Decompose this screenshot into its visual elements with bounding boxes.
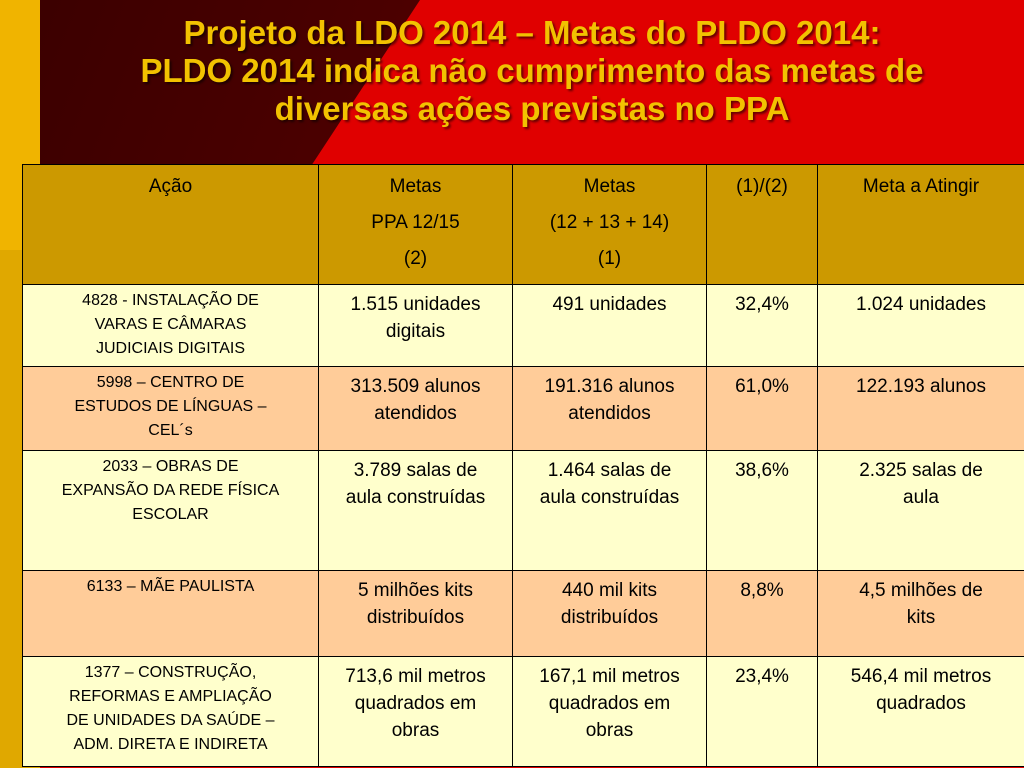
header-line: Meta a Atingir bbox=[862, 176, 980, 197]
cell-line: JUDICIAIS DIGITAIS bbox=[95, 340, 246, 357]
metas-table: Ação Metas PPA 12/15 (2) Metas (12 + 13 … bbox=[22, 164, 1024, 767]
header-meta-a-atingir: Meta a Atingir bbox=[817, 164, 1024, 285]
cell-line: ADM. DIRETA E INDIRETA bbox=[73, 736, 268, 753]
cell-metas-realizadas: 167,1 mil metros quadrados em obras bbox=[512, 656, 707, 767]
cell-line: 167,1 mil metros bbox=[539, 666, 680, 687]
cell-line: distribuídos bbox=[560, 607, 659, 628]
cell-line: 491 unidades bbox=[552, 294, 667, 315]
header-acao: Ação bbox=[22, 164, 319, 285]
cell-line: 5 milhões kits bbox=[357, 580, 474, 601]
header-line: (2) bbox=[403, 248, 428, 269]
cell-metas-realizadas: 191.316 alunos atendidos bbox=[512, 366, 707, 451]
cell-line: 3.789 salas de bbox=[353, 460, 478, 481]
cell-line: 1.024 unidades bbox=[856, 294, 986, 315]
cell-line: ESTUDOS DE LÍNGUAS – bbox=[74, 398, 267, 415]
title-line: diversas ações previstas no PPA bbox=[274, 90, 790, 127]
title-line: PLDO 2014 indica não cumprimento das met… bbox=[140, 52, 924, 89]
cell-line: atendidos bbox=[374, 403, 457, 424]
cell-percentual: 8,8% bbox=[706, 570, 818, 657]
table-row: 6133 – MÃE PAULISTA 5 milhões kits distr… bbox=[22, 570, 1024, 657]
cell-line: 2.325 salas de bbox=[859, 460, 983, 481]
header-percentual: (1)/(2) bbox=[706, 164, 818, 285]
cell-metas-ppa: 3.789 salas de aula construídas bbox=[318, 450, 513, 571]
cell-percentual: 61,0% bbox=[706, 366, 818, 451]
cell-line: 5998 – CENTRO DE bbox=[96, 374, 245, 391]
cell-line: CEL´s bbox=[148, 422, 193, 439]
cell-line: 313.509 alunos bbox=[350, 376, 481, 397]
cell-line: 1.464 salas de bbox=[547, 460, 672, 481]
header-metas-realizadas: Metas (12 + 13 + 14) (1) bbox=[512, 164, 707, 285]
cell-acao: 4828 - INSTALAÇÃO DE VARAS E CÂMARAS JUD… bbox=[22, 284, 319, 367]
cell-line: 23,4% bbox=[735, 666, 789, 687]
cell-acao: 6133 – MÃE PAULISTA bbox=[22, 570, 319, 657]
cell-line: 4828 - INSTALAÇÃO DE bbox=[82, 292, 259, 309]
cell-line: quadrados em bbox=[354, 693, 477, 714]
table-row: 1377 – CONSTRUÇÃO, REFORMAS E AMPLIAÇÃO … bbox=[22, 656, 1024, 767]
cell-metas-ppa: 1.515 unidades digitais bbox=[318, 284, 513, 367]
cell-line: atendidos bbox=[568, 403, 651, 424]
cell-metas-ppa: 713,6 mil metros quadrados em obras bbox=[318, 656, 513, 767]
cell-line: 61,0% bbox=[735, 376, 789, 397]
header-line: Metas bbox=[389, 176, 442, 197]
cell-meta-a-atingir: 2.325 salas de aula bbox=[817, 450, 1024, 571]
cell-line: 713,6 mil metros bbox=[345, 666, 486, 687]
cell-metas-realizadas: 1.464 salas de aula construídas bbox=[512, 450, 707, 571]
cell-line: quadrados em bbox=[548, 693, 671, 714]
cell-line: 6133 – MÃE PAULISTA bbox=[86, 578, 255, 595]
title-line: Projeto da LDO 2014 – Metas do PLDO 2014… bbox=[183, 14, 881, 51]
table-row: 5998 – CENTRO DE ESTUDOS DE LÍNGUAS – CE… bbox=[22, 366, 1024, 451]
cell-line: digitais bbox=[385, 321, 446, 342]
cell-meta-a-atingir: 546,4 mil metros quadrados bbox=[817, 656, 1024, 767]
cell-line: kits bbox=[906, 607, 936, 628]
header-metas-ppa: Metas PPA 12/15 (2) bbox=[318, 164, 513, 285]
cell-metas-ppa: 5 milhões kits distribuídos bbox=[318, 570, 513, 657]
cell-meta-a-atingir: 122.193 alunos bbox=[817, 366, 1024, 451]
cell-line: EXPANSÃO DA REDE FÍSICA bbox=[61, 482, 280, 499]
table-row: 2033 – OBRAS DE EXPANSÃO DA REDE FÍSICA … bbox=[22, 450, 1024, 571]
cell-line: VARAS E CÂMARAS bbox=[94, 316, 247, 333]
cell-percentual: 32,4% bbox=[706, 284, 818, 367]
cell-line: DE UNIDADES DA SAÚDE – bbox=[66, 712, 275, 729]
cell-percentual: 23,4% bbox=[706, 656, 818, 767]
cell-meta-a-atingir: 1.024 unidades bbox=[817, 284, 1024, 367]
table-row: 4828 - INSTALAÇÃO DE VARAS E CÂMARAS JUD… bbox=[22, 284, 1024, 367]
cell-line: aula construídas bbox=[345, 487, 486, 508]
header-line: (1)/(2) bbox=[736, 176, 788, 197]
cell-meta-a-atingir: 4,5 milhões de kits bbox=[817, 570, 1024, 657]
cell-line: ESCOLAR bbox=[132, 506, 209, 523]
cell-acao: 2033 – OBRAS DE EXPANSÃO DA REDE FÍSICA … bbox=[22, 450, 319, 571]
cell-line: 38,6% bbox=[735, 460, 789, 481]
cell-line: aula bbox=[903, 487, 939, 508]
cell-line: 122.193 alunos bbox=[856, 376, 986, 397]
cell-line: 4,5 milhões de bbox=[859, 580, 983, 601]
cell-line: 2033 – OBRAS DE bbox=[102, 458, 239, 475]
cell-metas-realizadas: 491 unidades bbox=[512, 284, 707, 367]
cell-acao: 1377 – CONSTRUÇÃO, REFORMAS E AMPLIAÇÃO … bbox=[22, 656, 319, 767]
cell-line: quadrados bbox=[876, 693, 966, 714]
slide-title: Projeto da LDO 2014 – Metas do PLDO 2014… bbox=[40, 14, 1024, 128]
cell-line: distribuídos bbox=[366, 607, 465, 628]
header-line: (1) bbox=[597, 248, 622, 269]
cell-line: aula construídas bbox=[539, 487, 680, 508]
header-line: (12 + 13 + 14) bbox=[549, 212, 670, 233]
cell-line: 1377 – CONSTRUÇÃO, bbox=[84, 664, 257, 681]
cell-line: 191.316 alunos bbox=[544, 376, 675, 397]
cell-line: obras bbox=[391, 720, 440, 741]
cell-acao: 5998 – CENTRO DE ESTUDOS DE LÍNGUAS – CE… bbox=[22, 366, 319, 451]
cell-line: 8,8% bbox=[740, 580, 784, 601]
cell-line: 440 mil kits bbox=[561, 580, 658, 601]
cell-metas-ppa: 313.509 alunos atendidos bbox=[318, 366, 513, 451]
header-line: PPA 12/15 bbox=[371, 212, 460, 233]
header-line: Metas bbox=[583, 176, 636, 197]
header-line: Ação bbox=[148, 176, 193, 197]
cell-line: obras bbox=[585, 720, 634, 741]
cell-percentual: 38,6% bbox=[706, 450, 818, 571]
table-header-row: Ação Metas PPA 12/15 (2) Metas (12 + 13 … bbox=[22, 164, 1024, 285]
cell-line: REFORMAS E AMPLIAÇÃO bbox=[69, 688, 272, 705]
cell-line: 546,4 mil metros bbox=[850, 666, 992, 687]
cell-line: 32,4% bbox=[735, 294, 789, 315]
cell-metas-realizadas: 440 mil kits distribuídos bbox=[512, 570, 707, 657]
cell-line: 1.515 unidades bbox=[350, 294, 481, 315]
